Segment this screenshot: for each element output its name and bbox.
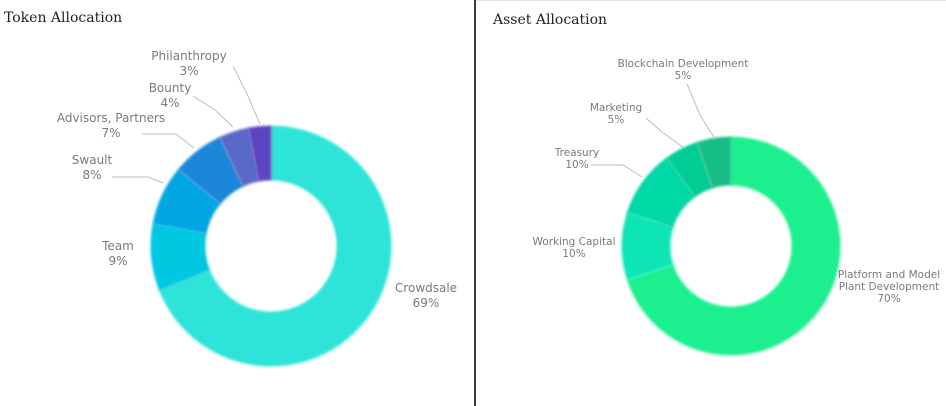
asset-leader-line-blockchain-development	[686, 83, 716, 140]
token-allocation-title: Token Allocation	[4, 10, 123, 26]
asset-label-platform-and-model-plant-development: Plant Development	[839, 281, 939, 293]
asset-percent-blockchain-development: 5%	[675, 70, 692, 82]
asset-leader-line-marketing	[645, 117, 685, 149]
asset-allocation-title: Asset Allocation	[493, 12, 608, 28]
token-label-advisors-partners: Advisors, Partners	[57, 111, 165, 125]
asset-slice-blockchain-development[interactable]	[696, 136, 732, 189]
token-label-crowdsale: Crowdsale	[395, 281, 457, 295]
token-percent-advisors-partners: 7%	[101, 126, 120, 140]
asset-percent-treasury: 10%	[565, 159, 588, 171]
asset-label-blockchain-development: Blockchain Development	[618, 58, 749, 70]
asset-allocation-panel: Asset Allocation Platform and Model Plant…	[476, 0, 946, 406]
asset-label-treasury: Treasury	[554, 147, 600, 159]
token-leader-line-philanthropy	[232, 65, 261, 125]
asset-leader-line-treasury	[591, 164, 643, 178]
asset-percent-platform-and-model-plant-development: 70%	[877, 293, 900, 305]
token-percent-crowdsale: 69%	[413, 296, 440, 310]
token-slice-philanthropy[interactable]	[248, 125, 272, 182]
asset-label-working-capital: Working Capital	[533, 236, 616, 248]
asset-label-platform-and-model-plant-development: Platform and Model	[838, 269, 940, 281]
panel-divider	[474, 0, 476, 406]
token-label-bounty: Bounty	[149, 81, 192, 95]
token-allocation-panel: Token Allocation Crowdsale 69% Team 9% Swaul…	[4, 10, 457, 367]
token-percent-bounty: 4%	[160, 96, 179, 110]
asset-slice-platform-and-model-plant-development[interactable]	[626, 136, 841, 356]
asset-percent-working-capital: 10%	[562, 248, 585, 260]
asset-label-marketing: Marketing	[590, 102, 642, 114]
token-slice-crowdsale[interactable]	[158, 125, 392, 367]
token-label-swault: Swault	[72, 153, 113, 167]
token-leader-line-swault	[112, 176, 164, 184]
token-leader-line-bounty	[192, 95, 234, 128]
token-leader-line-advisors-partners	[142, 133, 195, 149]
asset-percent-marketing: 5%	[608, 114, 625, 126]
token-percent-swault: 8%	[82, 168, 101, 182]
token-percent-philanthropy: 3%	[179, 64, 198, 78]
token-percent-team: 9%	[108, 254, 127, 268]
top-rule	[476, 0, 946, 1]
token-label-team: Team	[101, 239, 134, 253]
token-label-philanthropy: Philanthropy	[151, 49, 227, 63]
